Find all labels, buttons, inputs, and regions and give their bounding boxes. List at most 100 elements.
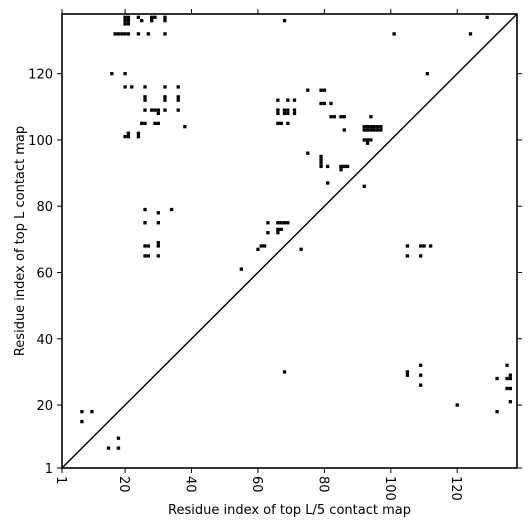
- contact-point: [375, 125, 380, 129]
- contact-point: [116, 436, 121, 440]
- contact-point: [365, 141, 370, 145]
- contact-point: [365, 128, 370, 132]
- contact-point: [156, 121, 160, 126]
- contact-point: [239, 267, 243, 271]
- contact-point: [319, 164, 323, 169]
- contact-point: [505, 363, 509, 367]
- contact-point: [276, 227, 280, 232]
- contact-point: [365, 138, 370, 142]
- contact-point: [375, 128, 380, 132]
- x-tick-label: 1: [53, 476, 68, 484]
- contact-point: [123, 71, 127, 76]
- contact-point: [329, 101, 333, 106]
- contact-point: [156, 221, 160, 225]
- y-tick-label: 120: [28, 68, 53, 83]
- y-tick-label: 100: [28, 134, 53, 149]
- contact-point: [405, 370, 410, 374]
- contact-point: [266, 231, 270, 235]
- contact-point: [123, 32, 127, 36]
- contact-point: [342, 164, 346, 169]
- contact-point: [126, 134, 131, 139]
- contact-point: [405, 373, 410, 377]
- contact-point: [362, 128, 366, 132]
- contact-point: [136, 131, 141, 135]
- contact-point: [163, 98, 167, 102]
- contact-point: [322, 88, 327, 92]
- diagonal-line: [61, 13, 518, 469]
- contact-point: [319, 154, 323, 159]
- contact-point: [276, 108, 280, 112]
- contact-point: [126, 15, 131, 19]
- x-tick-label: 40: [183, 476, 198, 493]
- contact-point: [113, 32, 117, 36]
- contact-point: [495, 410, 499, 414]
- contact-point: [266, 221, 270, 225]
- contact-point: [276, 98, 280, 102]
- contact-point: [126, 22, 131, 26]
- contact-point: [163, 95, 167, 99]
- contact-point: [282, 18, 287, 23]
- contact-point: [183, 125, 187, 129]
- contact-point: [282, 111, 287, 116]
- x-tick-label: 100: [382, 476, 397, 501]
- contact-point: [419, 373, 423, 377]
- contact-point: [163, 15, 167, 19]
- contact-point: [156, 108, 160, 112]
- contact-point: [428, 244, 433, 248]
- contact-point: [136, 15, 141, 19]
- contact-point: [140, 121, 144, 126]
- contact-point: [279, 227, 283, 232]
- contact-point: [176, 95, 180, 99]
- contact-point: [80, 410, 84, 414]
- contact-point: [319, 88, 323, 92]
- contact-point: [322, 101, 327, 106]
- contact-point: [505, 386, 509, 391]
- contact-point: [143, 207, 147, 212]
- contact-point: [150, 18, 154, 23]
- contact-point: [146, 254, 151, 258]
- plot-frame: [61, 13, 518, 469]
- contact-point: [176, 108, 180, 112]
- contact-point: [262, 244, 267, 248]
- contact-point: [326, 164, 330, 169]
- contact-point: [319, 101, 323, 106]
- contact-points: [80, 15, 513, 450]
- contact-point: [143, 121, 147, 126]
- y-tick-label: 1: [45, 462, 53, 477]
- contact-point: [405, 244, 410, 248]
- contact-point: [339, 115, 343, 119]
- contact-point: [306, 151, 310, 155]
- contact-point: [156, 241, 160, 245]
- contact-point: [282, 370, 287, 374]
- contact-point: [345, 164, 350, 169]
- contact-point: [372, 128, 376, 132]
- x-tick-label: 80: [315, 476, 330, 493]
- contact-point: [339, 164, 343, 169]
- contact-point: [286, 98, 290, 102]
- contact-point: [163, 32, 167, 36]
- contact-point: [143, 95, 147, 99]
- contact-point: [379, 128, 383, 132]
- contact-point: [116, 32, 121, 36]
- contact-point: [276, 231, 280, 235]
- contact-point: [276, 121, 280, 126]
- contact-point: [130, 85, 134, 89]
- contact-point: [123, 15, 127, 19]
- contact-point: [422, 244, 426, 248]
- contact-point: [150, 15, 154, 19]
- contact-point: [176, 98, 180, 102]
- contact-point: [279, 221, 283, 225]
- y-tick-label: 80: [36, 200, 53, 215]
- contact-point: [143, 221, 147, 225]
- contact-point: [143, 244, 147, 248]
- contact-point: [256, 247, 260, 251]
- contact-point: [123, 85, 127, 89]
- contact-point: [163, 85, 167, 89]
- contact-point: [292, 108, 297, 112]
- contact-point: [495, 376, 499, 381]
- contact-point: [505, 376, 509, 381]
- contact-point: [106, 446, 111, 450]
- x-axis-label: Residue index of top L/5 contact map: [168, 503, 411, 518]
